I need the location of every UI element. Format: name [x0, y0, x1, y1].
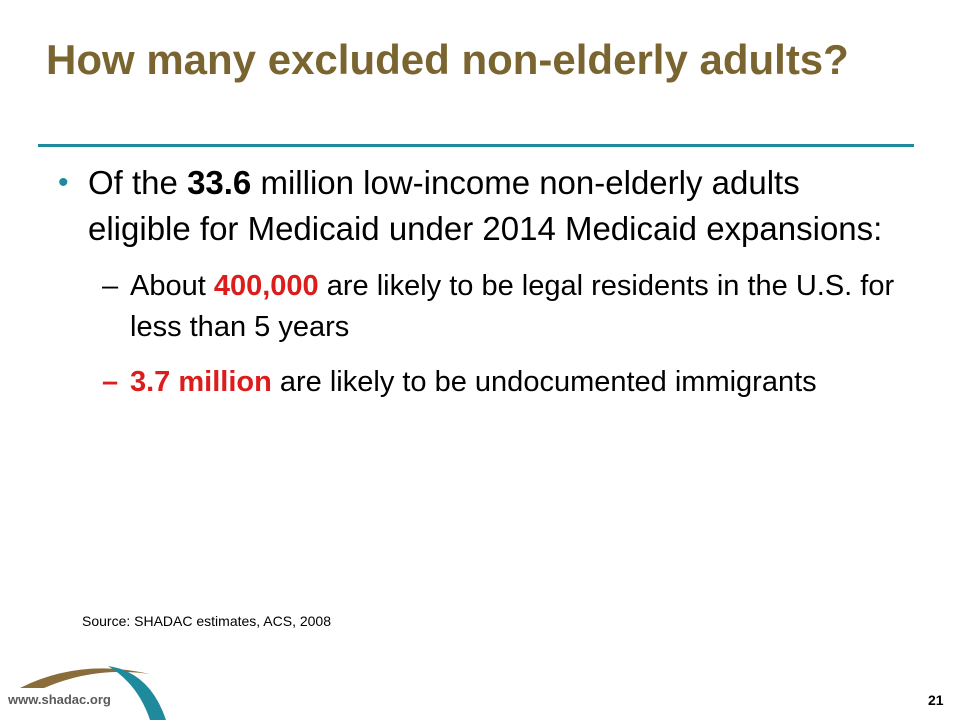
main-bullet: • Of the 33.6 million low-income non-eld… — [58, 160, 898, 252]
sub-bullet-highlight: 400,000 — [213, 270, 319, 302]
sub-bullet-suffix: are likely to be legal residents in the … — [130, 270, 895, 343]
sub-bullet-highlight: 3.7 million — [130, 366, 272, 398]
bullet-icon: • — [58, 166, 69, 199]
main-bullet-suffix: million low-income non-elderly adults el… — [88, 164, 883, 247]
slide-title: How many excluded non-elderly adults? — [46, 36, 849, 83]
sub-bullet-prefix: About — [130, 270, 214, 302]
sub-bullet-suffix: are likely to be undocumented immigrants — [271, 366, 817, 398]
dash-icon: – — [102, 366, 119, 398]
source-citation: Source: SHADAC estimates, ACS, 2008 — [82, 613, 331, 629]
sub-bullet-undocumented: – 3.7 million are likely to be undocumen… — [58, 362, 898, 403]
title-divider — [38, 144, 914, 147]
main-bullet-highlight: 33.6 — [187, 164, 252, 201]
dash-icon: – — [102, 270, 119, 302]
main-bullet-prefix: Of the — [88, 164, 188, 201]
page-number: 21 — [928, 692, 944, 708]
slide-content: • Of the 33.6 million low-income non-eld… — [58, 160, 898, 403]
shadac-logo-icon — [20, 666, 166, 720]
website-link[interactable]: www.shadac.org — [8, 692, 111, 707]
sub-bullet-legal-residents: – About 400,000 are likely to be legal r… — [58, 266, 898, 348]
